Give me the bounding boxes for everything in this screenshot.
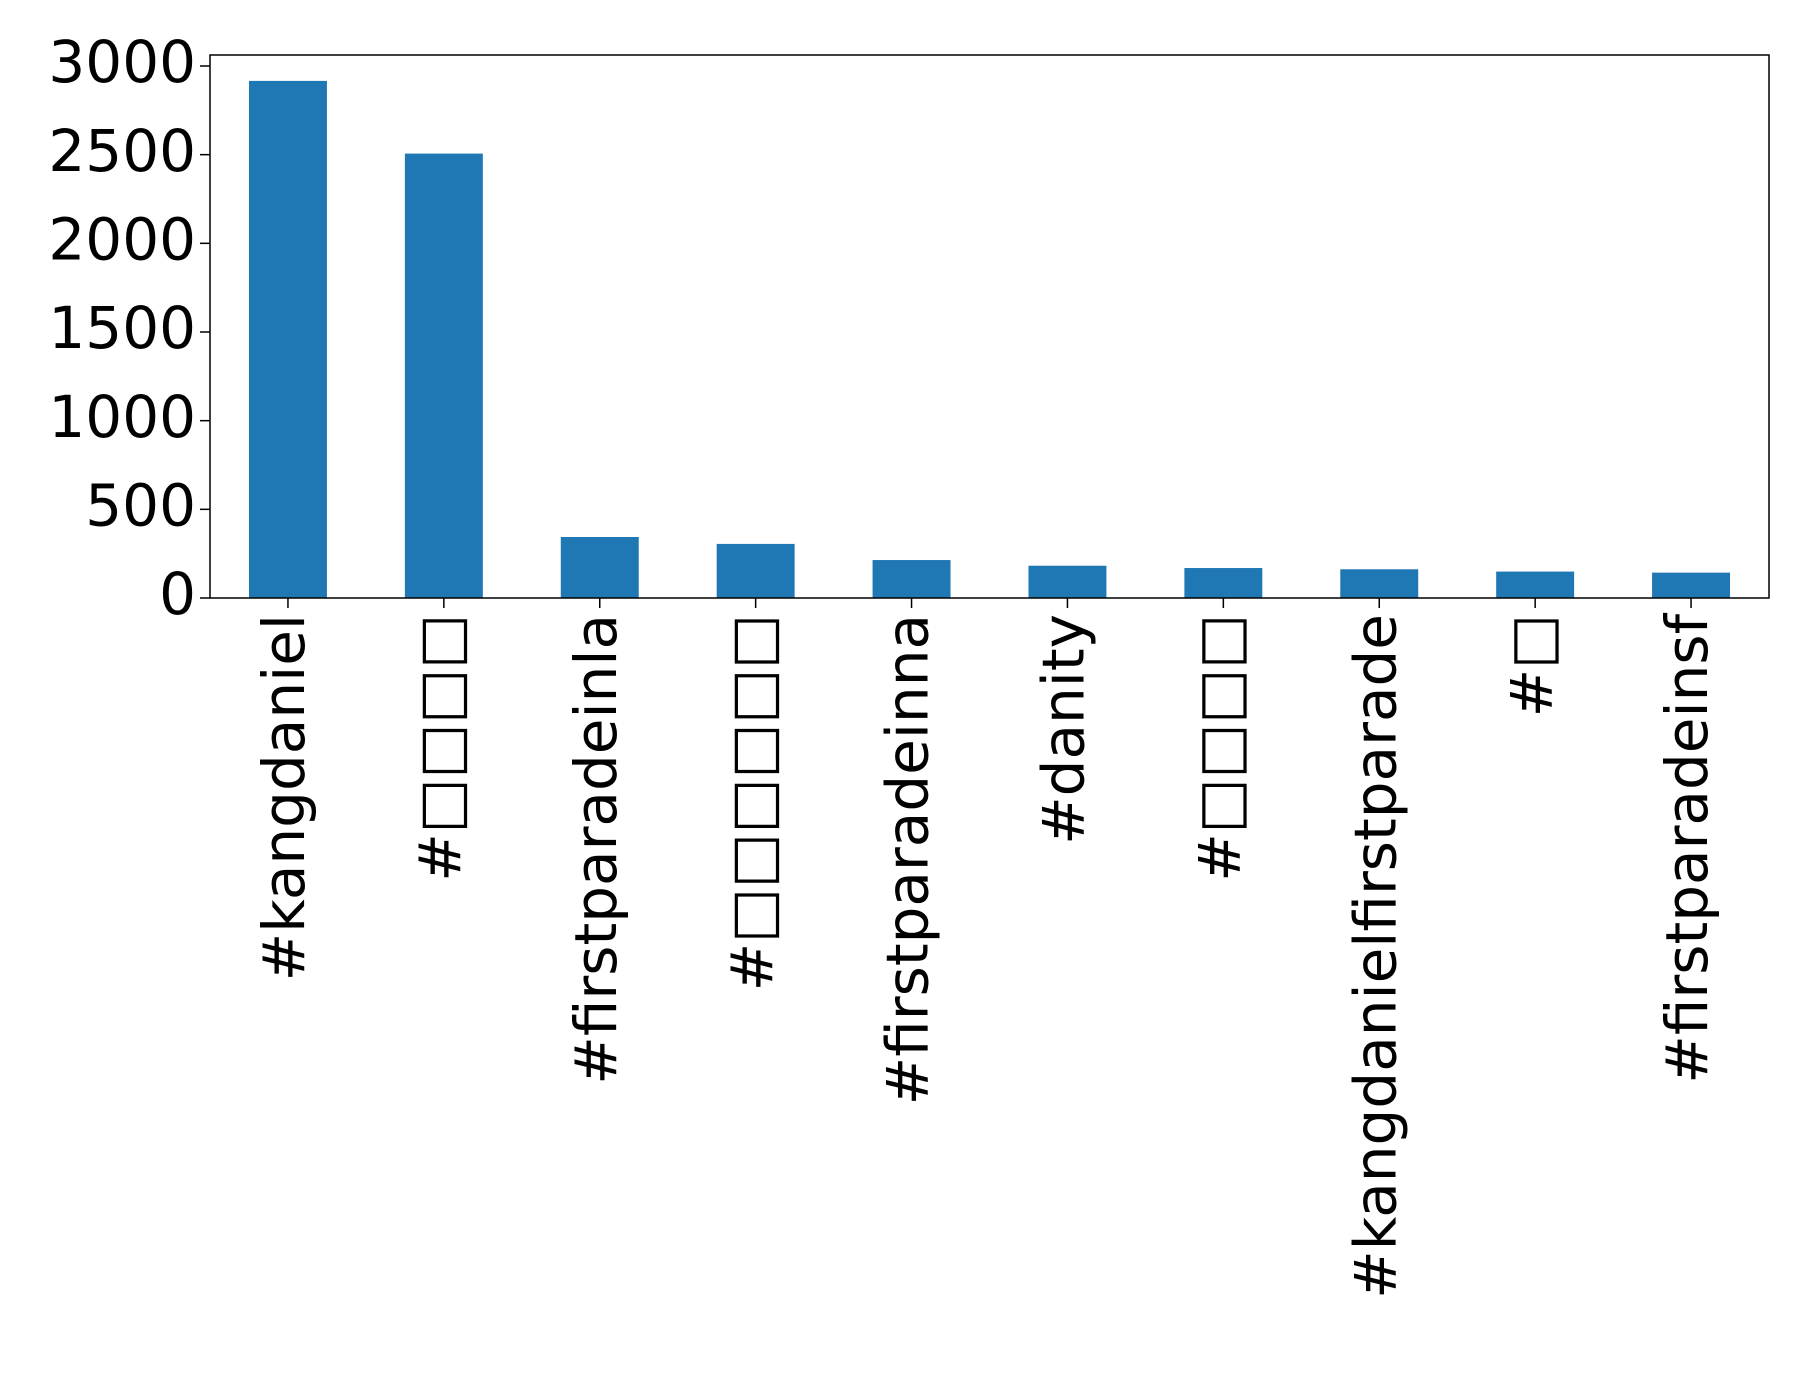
bar: [716, 543, 795, 598]
x-tick-label: #□□□□: [1185, 614, 1253, 882]
x-tick-label: #□□□□: [406, 614, 474, 882]
y-tick-label: 3000: [48, 28, 196, 96]
bar: [1184, 568, 1263, 598]
x-tick-label: #kangdanielfirstparade: [1341, 614, 1409, 1299]
y-tick-label: 1500: [48, 294, 196, 362]
bar: [1652, 572, 1731, 598]
x-tick-label: #kangdaniel: [250, 614, 318, 981]
x-tick-label: #firstparadeinla: [562, 614, 630, 1085]
x-tick-label: #danity: [1030, 614, 1098, 845]
bar: [1028, 565, 1107, 598]
bar: [248, 80, 327, 598]
y-tick-label: 0: [159, 560, 196, 628]
x-tick-label: #firstparadeinna: [874, 614, 942, 1105]
bar: [560, 536, 639, 598]
x-tick-label: #□: [1497, 614, 1565, 717]
bar: [1496, 571, 1575, 598]
bar: [1340, 569, 1419, 598]
y-tick-label: 2000: [48, 205, 196, 273]
x-tick-label: #□□□□□□: [718, 614, 786, 991]
bar: [404, 153, 483, 598]
plot-frame: [209, 54, 1770, 599]
bar: [872, 560, 951, 598]
y-tick-label: 2500: [48, 117, 196, 185]
x-tick-label: #firstparadeinsf: [1653, 612, 1721, 1083]
y-tick-label: 500: [85, 471, 196, 539]
y-tick-label: 1000: [48, 383, 196, 451]
